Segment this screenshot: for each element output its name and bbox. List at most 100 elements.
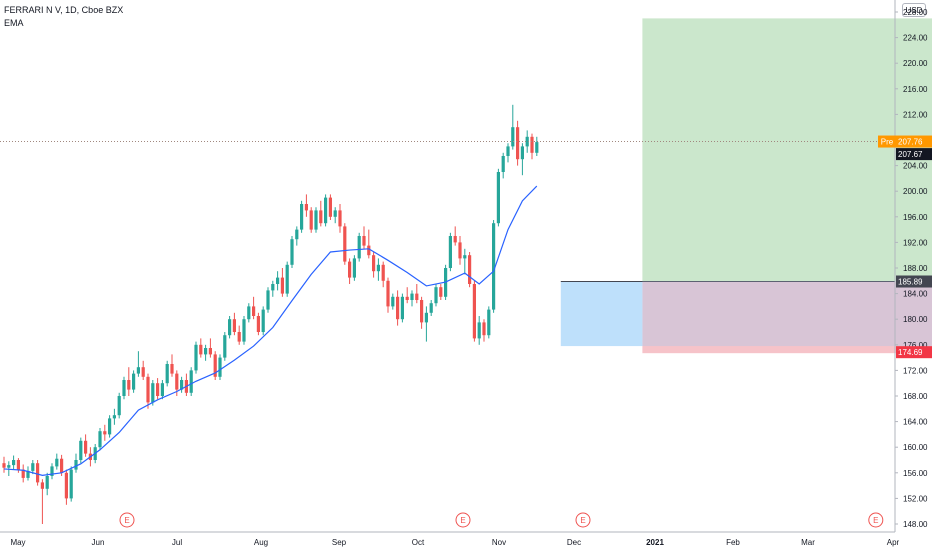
candle-body[interactable]	[31, 463, 35, 471]
candle-body[interactable]	[218, 357, 222, 377]
candle-body[interactable]	[175, 373, 179, 390]
candle-body[interactable]	[50, 466, 54, 476]
candle-body[interactable]	[26, 470, 30, 478]
candle-body[interactable]	[477, 322, 481, 339]
candle-body[interactable]	[324, 197, 328, 224]
candle-body[interactable]	[64, 472, 68, 499]
candle-body[interactable]	[21, 469, 25, 478]
candle-body[interactable]	[362, 236, 366, 246]
candle-body[interactable]	[247, 306, 251, 320]
candle-body[interactable]	[223, 335, 227, 358]
candle-body[interactable]	[300, 204, 304, 230]
candle-body[interactable]	[266, 290, 270, 310]
candle-body[interactable]	[367, 245, 371, 256]
candle-body[interactable]	[2, 463, 6, 468]
earnings-marker[interactable]	[868, 512, 884, 528]
candle-body[interactable]	[276, 277, 280, 284]
candle-body[interactable]	[237, 332, 241, 342]
candle-body[interactable]	[357, 236, 361, 259]
candle-body[interactable]	[453, 236, 457, 243]
candle-body[interactable]	[40, 482, 44, 489]
candle-body[interactable]	[141, 367, 145, 377]
candle-body[interactable]	[290, 239, 294, 265]
candle-body[interactable]	[280, 277, 284, 294]
candle-body[interactable]	[381, 264, 385, 281]
candle-body[interactable]	[7, 465, 11, 468]
candle-body[interactable]	[285, 264, 289, 294]
candle-body[interactable]	[511, 127, 515, 147]
candle-body[interactable]	[36, 463, 40, 483]
candle-body[interactable]	[434, 287, 438, 304]
candle-body[interactable]	[343, 226, 347, 262]
candle-body[interactable]	[506, 146, 510, 156]
candle-body[interactable]	[189, 370, 193, 393]
candle-body[interactable]	[487, 309, 491, 336]
loss-zone[interactable]	[642, 281, 932, 354]
candle-body[interactable]	[180, 380, 184, 390]
candle-body[interactable]	[170, 364, 174, 374]
candle-body[interactable]	[492, 223, 496, 310]
earnings-marker[interactable]	[455, 512, 471, 528]
candle-body[interactable]	[400, 296, 404, 320]
candle-body[interactable]	[112, 415, 116, 419]
candle-body[interactable]	[333, 210, 337, 217]
profit-zone[interactable]	[642, 18, 932, 282]
candle-body[interactable]	[420, 300, 424, 323]
candle-body[interactable]	[424, 312, 428, 323]
candle-body[interactable]	[352, 258, 356, 278]
candle-body[interactable]	[328, 197, 332, 217]
candle-body[interactable]	[348, 261, 352, 278]
candle-body[interactable]	[458, 242, 462, 259]
candle-body[interactable]	[338, 210, 342, 227]
candle-body[interactable]	[525, 136, 529, 147]
candle-body[interactable]	[84, 440, 88, 454]
candle-body[interactable]	[194, 344, 198, 371]
candle-body[interactable]	[136, 367, 140, 374]
candle-body[interactable]	[122, 380, 126, 396]
candle-body[interactable]	[208, 348, 212, 355]
candle-body[interactable]	[520, 146, 524, 160]
candle-body[interactable]	[448, 236, 452, 268]
candle-body[interactable]	[501, 156, 505, 172]
candle-body[interactable]	[242, 319, 246, 342]
candle-body[interactable]	[271, 284, 275, 291]
candle-body[interactable]	[165, 364, 169, 384]
candle-body[interactable]	[535, 142, 539, 153]
candle-body[interactable]	[12, 460, 16, 466]
candle-body[interactable]	[252, 306, 256, 316]
candle-body[interactable]	[69, 469, 73, 499]
candle-body[interactable]	[468, 255, 472, 284]
entry-zone[interactable]	[560, 281, 643, 347]
candle-body[interactable]	[79, 440, 83, 460]
candle-body[interactable]	[117, 396, 121, 416]
candle-body[interactable]	[45, 476, 49, 489]
candle-body[interactable]	[199, 344, 203, 355]
candle-body[interactable]	[496, 172, 500, 224]
candle-body[interactable]	[415, 293, 419, 300]
candle-body[interactable]	[146, 376, 150, 403]
candle-body[interactable]	[98, 431, 102, 448]
candle-body[interactable]	[530, 136, 534, 153]
candle-body[interactable]	[472, 284, 476, 339]
candle-body[interactable]	[429, 303, 433, 313]
candle-body[interactable]	[372, 255, 376, 272]
candle-body[interactable]	[439, 287, 443, 297]
candle-body[interactable]	[463, 255, 467, 259]
indicator-label[interactable]: EMA	[4, 18, 24, 28]
candle-body[interactable]	[228, 319, 232, 336]
candle-body[interactable]	[16, 460, 20, 470]
candle-body[interactable]	[376, 264, 380, 272]
currency-button[interactable]: USD	[902, 3, 926, 17]
candle-body[interactable]	[108, 418, 112, 435]
candle-body[interactable]	[386, 280, 390, 307]
candle-body[interactable]	[232, 319, 236, 332]
candle-body[interactable]	[204, 348, 208, 355]
candle-body[interactable]	[410, 293, 414, 300]
earnings-marker[interactable]	[575, 512, 591, 528]
candle-body[interactable]	[55, 458, 59, 467]
candle-body[interactable]	[309, 210, 313, 230]
candle-body[interactable]	[256, 316, 260, 332]
candle-body[interactable]	[391, 296, 395, 307]
candle-body[interactable]	[132, 373, 136, 390]
